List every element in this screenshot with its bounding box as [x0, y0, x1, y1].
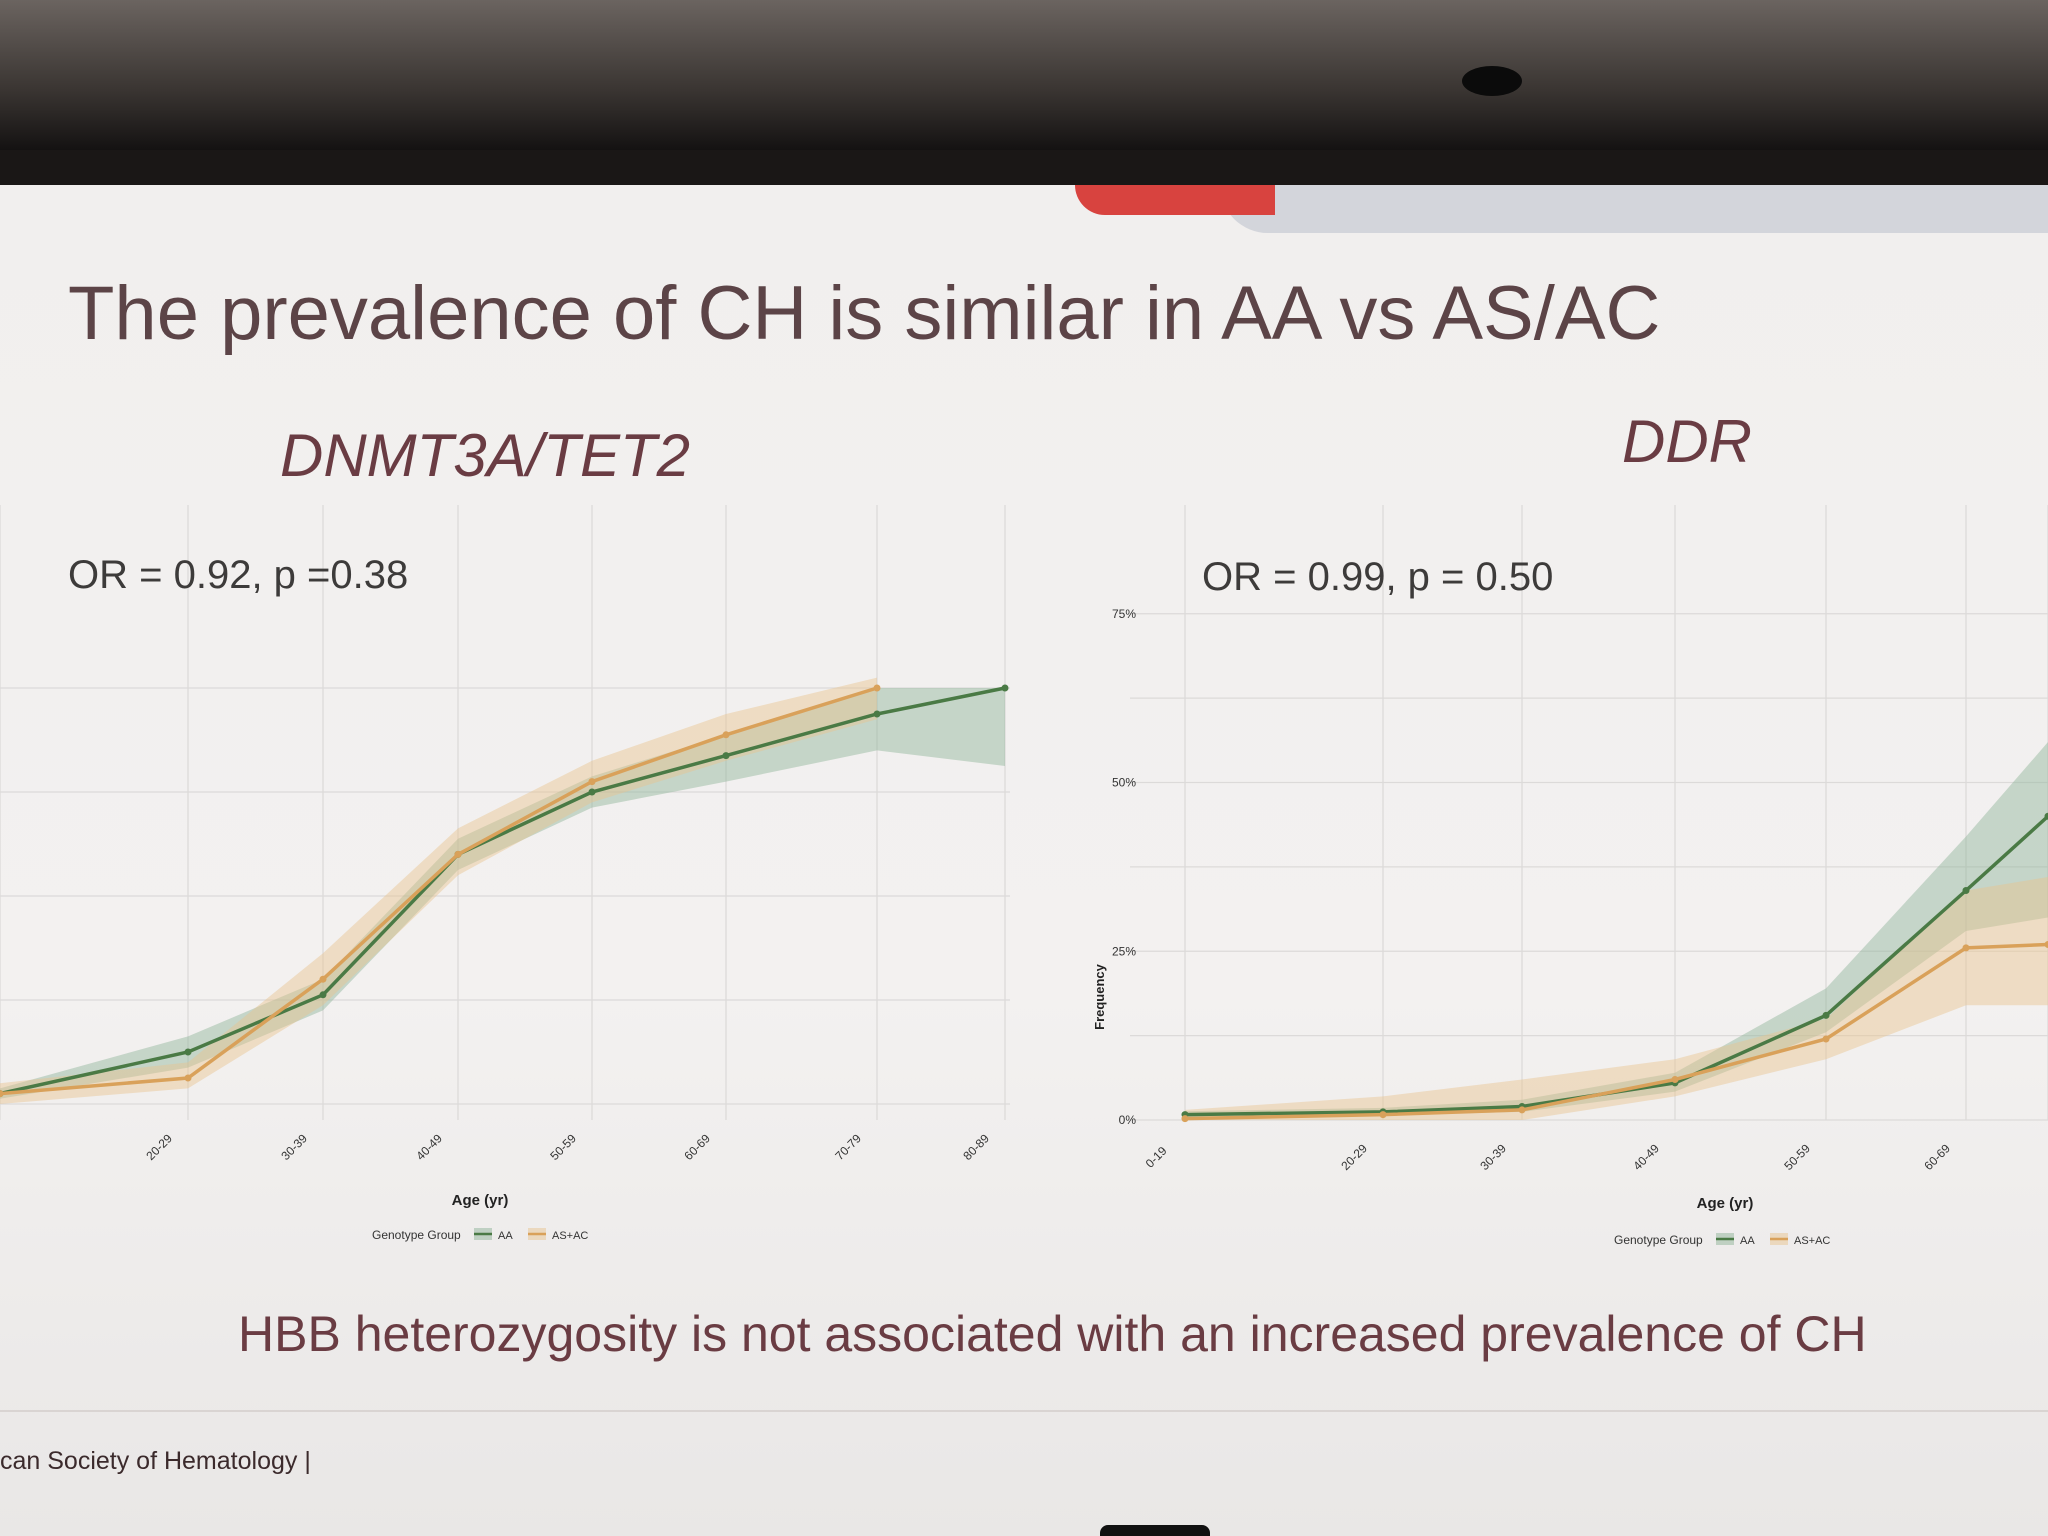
data-point-asac	[588, 778, 596, 786]
header-accent-gray	[1220, 185, 2048, 233]
confidence-band-asac	[1185, 877, 2048, 1120]
legend-title: Genotype Group	[1614, 1233, 1703, 1247]
confidence-band-aa	[1185, 742, 2048, 1118]
y-tick-label: 50%	[1112, 776, 1136, 790]
data-point-asac	[2044, 941, 2048, 948]
left-chart-heading: DNMT3A/TET2	[280, 422, 691, 489]
legend-entry: AA	[498, 1230, 513, 1242]
x-tick-label: 30-39	[1477, 1141, 1509, 1173]
data-point-asac	[319, 975, 327, 983]
x-tick-label: 80-89	[960, 1131, 992, 1163]
header-accent-red	[1075, 185, 1275, 215]
data-point-aa	[1962, 887, 1970, 894]
data-point-aa	[873, 710, 881, 718]
data-point-aa	[2044, 812, 2048, 820]
legend-entry: AS+AC	[552, 1230, 588, 1242]
series-line-aa	[0, 686, 1006, 1096]
room-ceiling	[0, 0, 2048, 150]
data-point-aa	[722, 752, 730, 760]
data-point-asac	[722, 731, 730, 739]
x-tick-label: 30-39	[278, 1131, 310, 1163]
x-tick-label: 0-19	[1143, 1144, 1170, 1171]
charts-canvas: 20-29 30-39 40-49 50-59 60-69 70-79 80-89 Age (…	[0, 505, 2048, 1247]
y-tick-label: 75%	[1112, 607, 1136, 621]
x-axis-label: Age (yr)	[452, 1192, 509, 1209]
y-axis-label: Frequency	[1092, 963, 1107, 1030]
slide-conclusion: HBB heterozygosity is not associated wit…	[238, 1306, 1867, 1362]
footer-divider	[0, 1410, 2048, 1412]
legend-entry: AS+AC	[1794, 1235, 1830, 1247]
data-point-asac	[1962, 944, 1970, 952]
ceiling-light	[1462, 66, 1522, 96]
x-tick-label: 50-59	[547, 1131, 579, 1163]
data-point-asac	[873, 684, 881, 692]
data-point-asac	[1518, 1106, 1526, 1114]
left-chart-stat: OR = 0.92, p =0.38	[68, 553, 409, 597]
data-point-aa	[1001, 684, 1009, 692]
gridlines	[0, 505, 1010, 1120]
legend: Genotype Group AA AS+AC	[1614, 1233, 1830, 1247]
legend: Genotype Group AA AS+AC	[372, 1228, 588, 1242]
x-tick-label: 70-79	[832, 1131, 864, 1163]
projector-screen: The prevalence of CH is similar in AA vs…	[0, 185, 2048, 1536]
x-tick-label: 50-59	[1781, 1141, 1813, 1173]
legend-entry: AA	[1740, 1235, 1755, 1247]
data-point-aa	[184, 1048, 192, 1056]
data-point-asac	[1671, 1076, 1679, 1083]
data-point-asac	[0, 1090, 4, 1098]
x-tick-label: 20-29	[143, 1131, 175, 1163]
confidence-band-aa	[0, 688, 1005, 1099]
data-point-asac	[184, 1074, 192, 1082]
stage-object	[1100, 1525, 1210, 1536]
data-point-asac	[1181, 1115, 1189, 1123]
data-point-aa	[588, 788, 596, 796]
x-tick-label: 60-69	[681, 1131, 713, 1163]
confidence-band-asac	[0, 677, 877, 1104]
data-point-aa	[1822, 1011, 1830, 1019]
y-tick-label: 25%	[1112, 944, 1136, 958]
x-tick-label: 40-49	[413, 1131, 445, 1163]
slide-title: The prevalence of CH is similar in AA vs…	[68, 271, 1661, 356]
right-chart-stat: OR = 0.99, p = 0.50	[1202, 555, 1554, 599]
y-tick-label: 0%	[1119, 1113, 1137, 1127]
x-tick-label: 40-49	[1630, 1141, 1662, 1173]
chart-dnmt3a-tet2: 20-29 30-39 40-49 50-59 60-69 70-79 80-89 Age (…	[0, 505, 1010, 1242]
data-point-asac	[1822, 1035, 1830, 1043]
data-point-asac	[454, 850, 462, 858]
data-point-aa	[319, 991, 327, 999]
x-axis-label: Age (yr)	[1697, 1195, 1754, 1212]
footer-society-name: can Society of Hematology |	[0, 1447, 311, 1475]
right-chart-heading: DDR	[1622, 408, 1752, 475]
data-point-asac	[1379, 1111, 1387, 1119]
chart-ddr: 0-19 20-29 30-39 40-49 50-59 60-69 0% 25% 50% 75%…	[1092, 505, 2048, 1247]
gridlines	[1130, 505, 2048, 1121]
legend-title: Genotype Group	[372, 1228, 461, 1242]
x-tick-label: 60-69	[1921, 1141, 1953, 1173]
x-tick-label: 20-29	[1338, 1141, 1370, 1173]
